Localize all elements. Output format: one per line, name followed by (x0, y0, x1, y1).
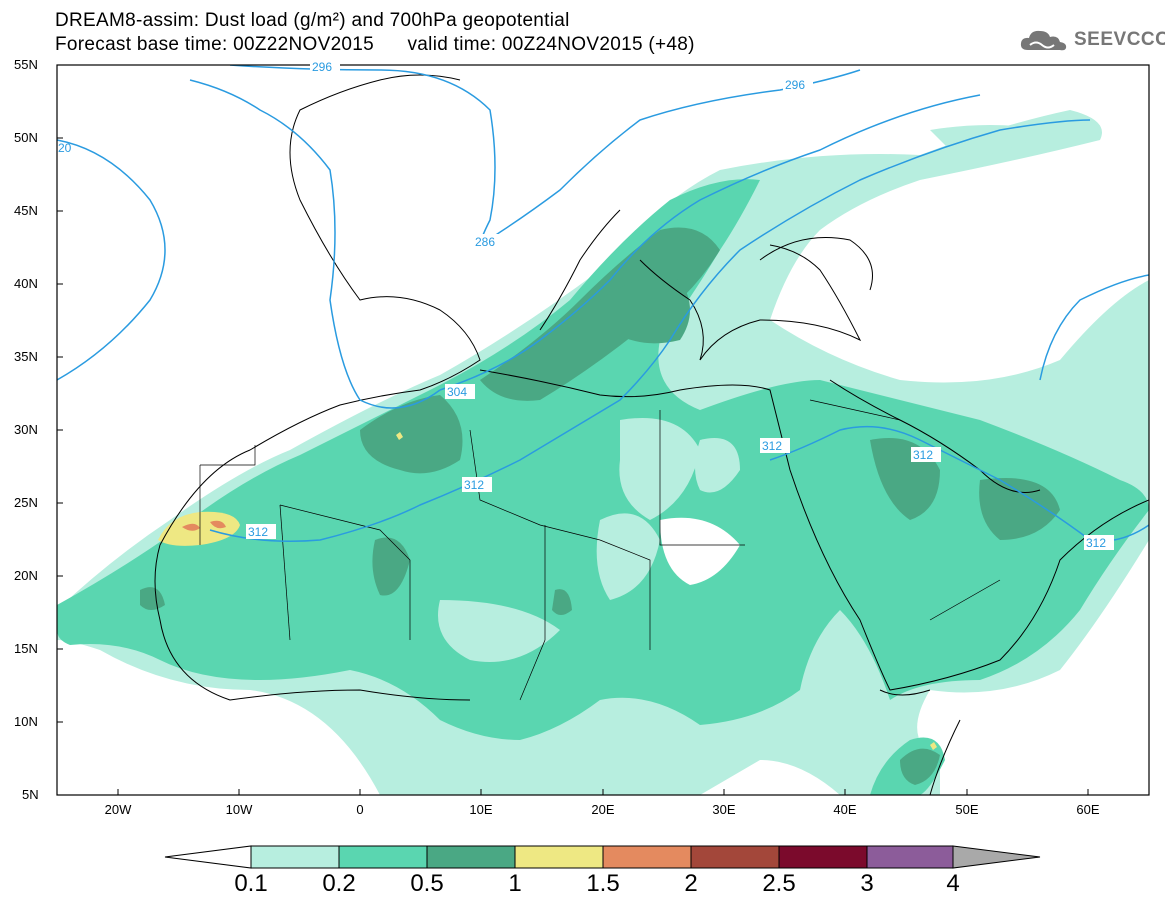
map-area (57, 65, 1149, 795)
dust-light-patches (438, 418, 740, 662)
contour-label: 312 (1086, 536, 1106, 550)
colorbar (164, 845, 1041, 869)
logo: SEEVCCC (1018, 26, 1165, 54)
dust-orange-region (182, 520, 226, 531)
contour-label: 304 (447, 385, 467, 399)
lon-label: 0 (356, 802, 364, 817)
colorbar-label: 0.2 (322, 870, 356, 897)
contour-label: 312 (762, 439, 782, 453)
contour-labels: 296 296 20 286 304 312 312 312 312 312 (58, 60, 1114, 550)
lat-label: 55N (14, 57, 38, 72)
lon-label: 40E (833, 802, 857, 817)
colorbar-label: 1.5 (586, 870, 620, 897)
contour-label: 312 (248, 525, 268, 539)
lat-label: 15N (14, 641, 38, 656)
lon-label: 10E (469, 802, 493, 817)
contour-label: 286 (475, 235, 495, 249)
lat-label: 10N (14, 714, 38, 729)
colorbar-swatch (250, 845, 340, 869)
colorbar-swatch (602, 845, 692, 869)
colorbar-swatch (690, 845, 780, 869)
colorbar-swatch (426, 845, 516, 869)
colorbar-label: 4 (946, 870, 960, 897)
lon-label: 20W (104, 802, 132, 817)
colorbar-label: 1 (508, 870, 522, 897)
dust-yellow-spot (396, 432, 403, 440)
lat-label: 25N (14, 495, 38, 510)
colorbar-label: 2 (684, 870, 698, 897)
dust-yellow-region (158, 511, 240, 546)
dust-dark-region (140, 227, 1060, 785)
lat-label: 5N (22, 787, 39, 802)
lat-label: 30N (14, 422, 38, 437)
lat-label: 35N (14, 349, 38, 364)
lon-label: 20E (591, 802, 615, 817)
contour-label: 296 (312, 60, 332, 74)
colorbar-label: 0.1 (234, 870, 268, 897)
dust-light-region (57, 110, 1149, 795)
contour-label: 296 (785, 78, 805, 92)
contour-label: 20 (58, 141, 72, 155)
lon-label: 60E (1076, 802, 1100, 817)
lon-label: 10W (225, 802, 253, 817)
lat-label: 40N (14, 276, 38, 291)
colorbar-label: 2.5 (762, 870, 796, 897)
colorbar-label: 0.5 (410, 870, 444, 897)
coastlines (154, 74, 1149, 795)
geopotential-contours (57, 65, 1149, 542)
lat-label: 45N (14, 203, 38, 218)
colorbar-swatch (338, 845, 428, 869)
dust-yellow-spot-2 (930, 742, 937, 750)
lon-label: 50E (955, 802, 979, 817)
colorbar-swatch (514, 845, 604, 869)
map-frame (56, 64, 1150, 796)
clear-patch (660, 517, 740, 585)
lon-label: 30E (712, 802, 736, 817)
title-line-1: DREAM8-assim: Dust load (g/m²) and 700hP… (55, 10, 570, 31)
logo-text: SEEVCCC (1074, 29, 1165, 50)
cloud-logo-icon (1020, 30, 1067, 51)
country-borders (199, 399, 1001, 701)
contour-label: 312 (464, 478, 484, 492)
axis-ticks (57, 64, 1089, 795)
title-line-2: Forecast base time: 00Z22NOV2015 valid t… (55, 34, 695, 55)
contour-label: 312 (913, 448, 933, 462)
lat-label: 20N (14, 568, 38, 583)
colorbar-swatch (866, 845, 954, 869)
colorbar-label: 3 (860, 870, 874, 897)
dust-medium-region (57, 179, 1149, 795)
colorbar-swatch (778, 845, 868, 869)
lat-label: 50N (14, 130, 38, 145)
